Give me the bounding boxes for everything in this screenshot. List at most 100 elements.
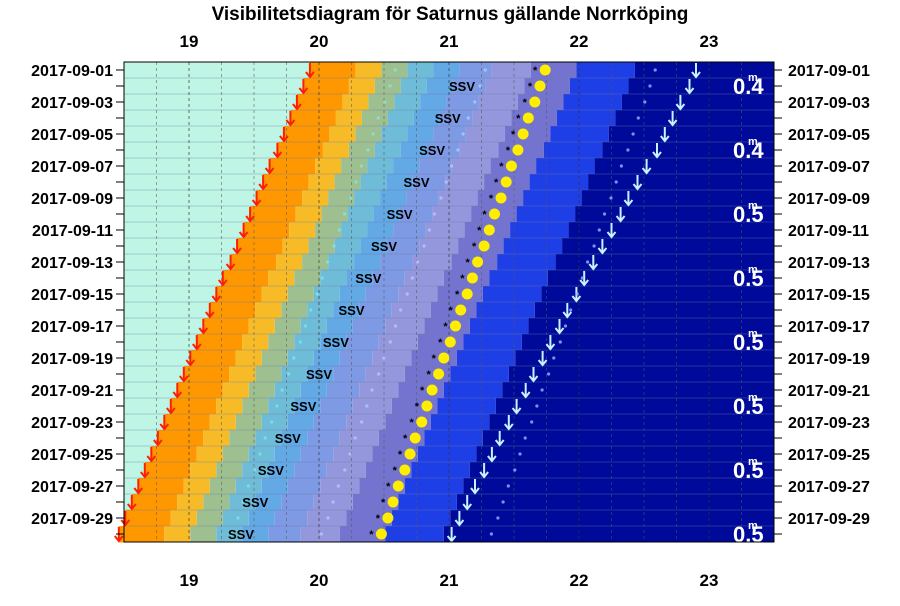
- star-mark: *: [443, 321, 448, 333]
- twilight-band: [294, 398, 321, 415]
- twilight-band: [347, 206, 374, 223]
- sunset-arrowhead: [133, 487, 144, 495]
- twilight-band: [419, 238, 459, 255]
- star-dot: [473, 100, 477, 104]
- twilight-band: [248, 382, 275, 399]
- star-mark: *: [369, 529, 374, 541]
- twilight-band: [328, 190, 355, 207]
- star-mark: *: [465, 257, 470, 269]
- twilight-band: [489, 414, 774, 431]
- star-dot: [354, 180, 358, 184]
- twilight-band: [562, 238, 774, 255]
- star-dot: [580, 276, 585, 280]
- twilight-band: [412, 174, 446, 191]
- twilight-band: [426, 142, 460, 159]
- saturn-set-arrowhead: [623, 199, 634, 207]
- star-mark: *: [420, 385, 425, 397]
- twilight-band: [183, 478, 210, 495]
- sunset-arrowhead: [251, 199, 262, 207]
- twilight-band: [354, 254, 381, 271]
- twilight-band: [404, 270, 444, 287]
- twilight-band: [230, 254, 277, 271]
- twilight-band: [151, 446, 197, 463]
- twilight-band: [547, 270, 774, 287]
- date-label-left: 2017-09-15: [31, 287, 113, 304]
- twilight-band: [443, 382, 503, 399]
- twilight-band: [307, 366, 334, 383]
- sunset-arrowhead: [146, 455, 157, 463]
- twilight-band: [413, 110, 440, 127]
- twilight-band: [118, 526, 165, 543]
- saturn-dot: [404, 448, 416, 460]
- date-label-left: 2017-09-29: [31, 511, 113, 528]
- x-tick-label-top: 20: [310, 32, 329, 51]
- star-dot: [552, 356, 556, 360]
- day-band: [124, 110, 291, 127]
- twilight-band: [303, 78, 349, 95]
- star-mark: *: [482, 209, 487, 221]
- saturn-dot: [444, 336, 456, 348]
- twilight-band: [420, 94, 447, 111]
- star-mark: *: [477, 225, 482, 237]
- saturn-set-arrowhead: [504, 423, 514, 431]
- saturn-dot: [522, 112, 534, 124]
- twilight-band: [491, 62, 531, 79]
- star-dot: [258, 452, 262, 456]
- date-label-left: 2017-09-23: [31, 415, 113, 432]
- twilight-band: [407, 126, 434, 143]
- twilight-band: [443, 270, 490, 287]
- star-dot: [506, 484, 510, 488]
- star-mark: *: [523, 97, 528, 109]
- star-mark: *: [398, 449, 403, 461]
- day-band: [124, 286, 217, 303]
- twilight-band: [368, 94, 395, 111]
- twilight-band: [235, 414, 262, 431]
- twilight-band: [523, 190, 582, 207]
- x-tick-label-bottom: 21: [440, 571, 459, 590]
- twilight-band: [190, 350, 236, 367]
- saturn-dot: [438, 352, 450, 364]
- star-dot: [348, 452, 352, 456]
- twilight-band: [296, 94, 343, 111]
- twilight-band: [508, 366, 774, 383]
- twilight-band: [380, 254, 413, 271]
- twilight-band: [352, 318, 386, 335]
- twilight-band: [482, 430, 774, 447]
- date-label-right: 2017-09-29: [788, 511, 870, 528]
- date-label-left: 2017-09-01: [31, 63, 113, 80]
- twilight-band: [354, 190, 381, 207]
- magnitude-label: 0.5: [733, 522, 764, 547]
- twilight-band: [386, 174, 413, 191]
- twilight-band: [341, 222, 368, 239]
- twilight-band: [243, 222, 290, 239]
- star-dot: [483, 68, 487, 72]
- star-dot: [619, 164, 624, 168]
- twilight-band: [563, 94, 622, 111]
- day-band: [124, 318, 204, 335]
- star-mark: *: [432, 353, 437, 365]
- x-tick-label-top: 21: [440, 32, 459, 51]
- star-dot: [337, 228, 341, 232]
- direction-label: SSV: [228, 527, 254, 542]
- twilight-band: [387, 110, 414, 127]
- twilight-band: [450, 510, 774, 527]
- star-dot: [427, 228, 431, 232]
- star-dot: [303, 324, 308, 328]
- star-dot: [444, 180, 448, 184]
- twilight-band: [476, 446, 774, 463]
- star-dot: [501, 500, 505, 504]
- magnitude-unit: m: [748, 520, 758, 532]
- twilight-band: [287, 286, 314, 303]
- twilight-band: [315, 222, 342, 239]
- twilight-band: [177, 494, 204, 511]
- twilight-band: [281, 494, 314, 511]
- star-mark: *: [472, 241, 477, 253]
- saturn-set-arrowhead: [588, 263, 599, 271]
- sunset-arrowhead: [166, 407, 176, 415]
- twilight-band: [348, 78, 375, 95]
- saturn-set-arrowhead: [487, 455, 497, 463]
- direction-label: SSV: [306, 367, 332, 382]
- day-band: [124, 190, 257, 207]
- twilight-band: [385, 318, 425, 335]
- saturn-dot: [489, 208, 500, 220]
